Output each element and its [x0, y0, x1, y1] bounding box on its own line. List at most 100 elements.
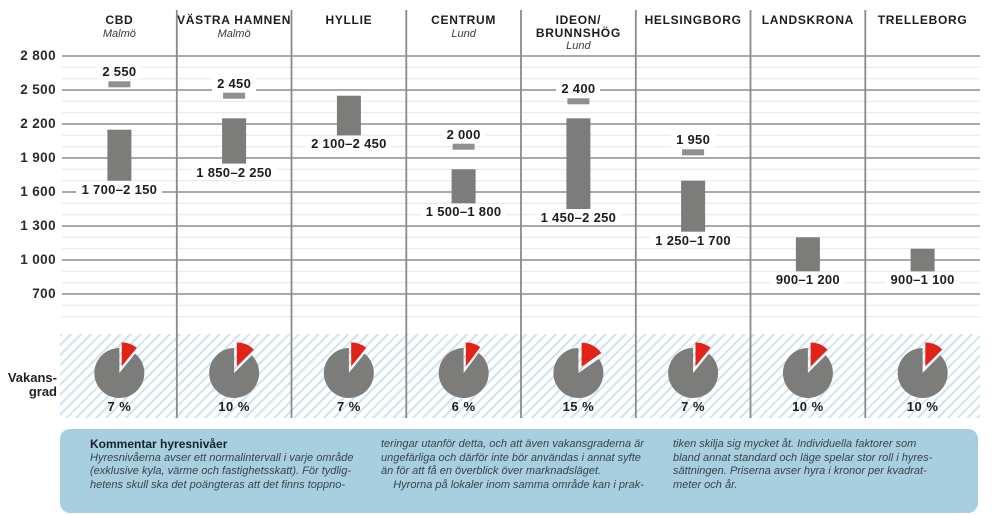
vacancy-percent-label: 7 % — [681, 399, 706, 414]
vacancy-pie-red-slice — [465, 342, 481, 367]
comment-text-line: än för att få en överblick över marknads… — [381, 465, 602, 478]
column-name: IDEON/ — [555, 13, 602, 27]
comment-text-line: ungefärliga och därför inte bör användas… — [381, 451, 641, 464]
range-bar — [681, 180, 706, 232]
vacancy-percent-label: 7 % — [107, 399, 132, 414]
vacancy-pie-gray — [782, 348, 833, 398]
vacancy-pie-red-slice — [810, 342, 828, 367]
column-header: VÄSTRA HAMNEN Malmö — [176, 14, 292, 41]
top-marker-label: 2 400 — [556, 82, 601, 97]
column-header: TRELLEBORG — [865, 14, 981, 27]
comment-text-line: meter och år. — [673, 478, 738, 491]
y-axis-tick-label: 700 — [32, 286, 56, 301]
vacancy-row-label-line2: grad — [28, 384, 57, 399]
range-label: 1 850–2 250 — [191, 165, 277, 180]
vacancy-row-label-line1: Vakans- — [7, 370, 57, 385]
column-name: CENTRUM — [431, 13, 497, 27]
top-marker — [223, 92, 246, 99]
range-bar — [566, 118, 591, 209]
vacancy-pie-gray — [94, 347, 145, 398]
vacancy-pie-gray — [897, 348, 948, 398]
column-city: Malmö — [102, 27, 136, 40]
vacancy-percent-label: 6 % — [451, 399, 476, 414]
comment-text-line: (exklusive kyla, värme och fastighetsska… — [90, 465, 352, 478]
column-name: LANDSKRONA — [761, 13, 855, 27]
range-label: 900–1 200 — [770, 273, 845, 288]
comment-text-line: tiken skilja sig mycket åt. Individuella… — [673, 438, 917, 450]
vacancy-percent-label: 15 % — [562, 399, 595, 414]
column-city: Lund — [451, 27, 476, 40]
range-label: 2 100–2 450 — [306, 137, 392, 152]
comment-column-2: teringar utanför detta, och att även vak… — [381, 438, 677, 492]
column-header: IDEON/BRUNNSHÖG Lund — [520, 14, 636, 53]
column-header: HYLLIE — [291, 14, 407, 27]
range-label: 1 500–1 800 — [420, 205, 507, 220]
y-axis-tick-label: 2 500 — [20, 82, 56, 97]
range-label: 1 700–2 150 — [76, 182, 163, 197]
comment-text-line: bland annat standard och läge spelar sto… — [673, 451, 933, 464]
range-bar — [107, 129, 132, 181]
comment-text-line: hetens skull ska det poängteras att det … — [90, 478, 345, 491]
range-bar — [222, 118, 247, 164]
range-label: 1 450–2 250 — [535, 211, 622, 225]
range-bar — [451, 169, 476, 204]
range-label: 900–1 100 — [885, 273, 960, 288]
top-marker — [682, 149, 705, 156]
comment-title: Kommentar hyresnivåer — [90, 437, 228, 451]
top-marker-label: 2 000 — [441, 127, 486, 142]
vacancy-pie-red-slice — [236, 342, 254, 367]
top-marker — [567, 98, 590, 105]
vacancy-pie-gray — [438, 348, 489, 398]
comment-column-3: tiken skilja sig mycket åt. Individuella… — [673, 438, 969, 492]
vacancy-pie-gray — [209, 348, 260, 398]
column-header: CBD Malmö — [61, 14, 177, 41]
vacancy-pie-red-slice — [351, 342, 367, 367]
y-axis-tick-label: 1 300 — [20, 218, 56, 233]
column-name: CBD — [105, 13, 134, 27]
comment-text-line: sättningen. Priserna avser hyra i kronor… — [673, 465, 927, 478]
y-axis-tick-label: 1 000 — [20, 252, 56, 267]
vacancy-pie-gray — [323, 347, 374, 398]
y-axis-tick-label: 1 600 — [20, 184, 56, 199]
column-header: LANDSKRONA — [750, 14, 866, 27]
top-marker-label: 2 450 — [212, 76, 257, 91]
top-marker-label: 1 950 — [671, 133, 716, 148]
vacancy-pie-red-slice — [925, 342, 943, 367]
column-name: BRUNNSHÖG — [535, 25, 621, 40]
column-name: HELSINGBORG — [644, 13, 742, 27]
column-name: TRELLEBORG — [877, 13, 968, 27]
column-city: Lund — [566, 40, 591, 52]
top-marker — [108, 81, 131, 88]
column-header: HELSINGBORG — [635, 14, 751, 27]
comment-box: Kommentar hyresnivåer Hyresnivåerna avse… — [60, 429, 978, 513]
comment-text-line: Hyrorna på lokaler inom samma område kan… — [381, 478, 644, 491]
vacancy-percent-label: 10 % — [906, 399, 939, 414]
comment-column-1: Kommentar hyresnivåer Hyresnivåerna avse… — [90, 437, 386, 492]
vacancy-pie-red-slice — [121, 342, 137, 367]
range-label: 1 250–1 700 — [650, 233, 736, 248]
y-axis-tick-label: 2 800 — [20, 48, 56, 63]
range-bar — [795, 237, 820, 272]
range-bar — [336, 95, 361, 136]
comment-text-line: teringar utanför detta, och att även vak… — [381, 438, 644, 450]
y-axis-tick-label: 1 900 — [20, 150, 56, 165]
vacancy-pie-red-slice — [695, 342, 711, 367]
vacancy-pie-gray — [668, 348, 719, 398]
top-marker-label: 2 550 — [97, 65, 142, 80]
vacancy-pie-gray — [553, 348, 604, 398]
vacancy-percent-label: 10 % — [218, 399, 250, 414]
top-marker — [452, 143, 475, 150]
y-axis-tick-label: 2 200 — [20, 116, 56, 131]
vacancy-row-label: Vakans- grad — [0, 371, 57, 399]
comment-text-line: Hyresnivåerna avser ett normalintervall … — [90, 451, 354, 464]
column-city: Malmö — [217, 27, 251, 40]
column-name: HYLLIE — [325, 13, 373, 27]
column-name: VÄSTRA HAMNEN — [177, 13, 292, 27]
range-bar — [910, 248, 935, 272]
vacancy-pie-red-slice — [581, 342, 602, 367]
vacancy-percent-label: 10 % — [792, 399, 824, 414]
column-header: CENTRUM Lund — [406, 14, 522, 41]
